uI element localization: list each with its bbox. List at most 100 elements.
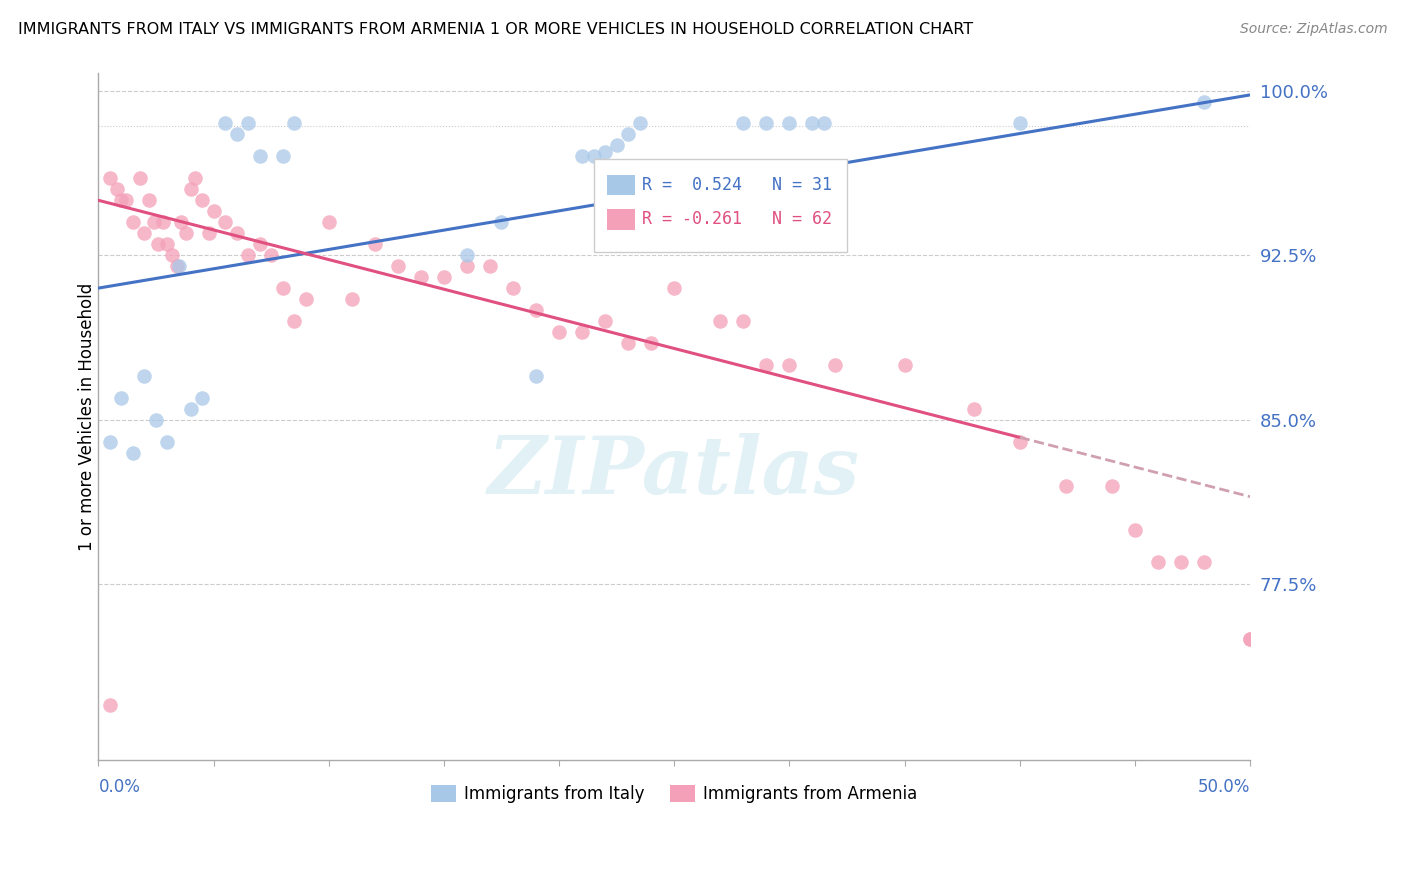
Point (98, 434, 121, 449)
Point (548, 325, 571, 339)
Point (502, 281, 524, 295)
Point (184, 171, 207, 186)
Point (110, 194, 132, 208)
Point (160, 248, 183, 262)
Point (1008, 116, 1031, 130)
Point (128, 171, 150, 186)
Point (145, 413, 167, 427)
Text: R =  0.524   N = 31: R = 0.524 N = 31 (643, 176, 832, 194)
Point (283, 116, 305, 130)
Point (249, 237, 271, 252)
Point (491, 215, 513, 229)
Point (640, 336, 662, 351)
Point (249, 149, 271, 163)
Text: 0.0%: 0.0% (98, 778, 141, 796)
Point (283, 314, 305, 328)
Point (778, 116, 800, 130)
Point (478, 259, 501, 273)
Point (122, 215, 145, 229)
Point (524, 368, 547, 383)
Text: 50.0%: 50.0% (1198, 778, 1250, 796)
Point (122, 446, 145, 460)
Point (1192, 95, 1215, 109)
Point (733, 116, 755, 130)
Point (110, 391, 132, 405)
Point (409, 270, 432, 285)
Point (1123, 523, 1146, 537)
Point (893, 358, 915, 372)
Point (387, 259, 409, 273)
Point (271, 149, 294, 163)
Point (152, 215, 174, 229)
Point (142, 215, 165, 229)
Point (134, 226, 156, 240)
Point (962, 401, 984, 416)
Point (166, 259, 188, 273)
Point (340, 292, 363, 306)
Point (156, 237, 179, 252)
Point (456, 248, 478, 262)
Point (134, 368, 156, 383)
Point (236, 248, 259, 262)
Point (813, 116, 835, 130)
Point (225, 226, 247, 240)
Point (170, 215, 193, 229)
Point (824, 358, 846, 372)
Point (179, 182, 201, 196)
Point (606, 138, 628, 153)
Point (214, 116, 236, 130)
FancyBboxPatch shape (607, 209, 636, 229)
FancyBboxPatch shape (593, 159, 846, 252)
Point (214, 215, 236, 229)
Point (191, 391, 214, 405)
Point (664, 281, 686, 295)
Point (1054, 478, 1077, 492)
Point (1239, 632, 1261, 647)
Legend: Immigrants from Italy, Immigrants from Armenia: Immigrants from Italy, Immigrants from A… (425, 779, 924, 810)
Point (318, 215, 340, 229)
Point (174, 226, 197, 240)
Point (364, 237, 387, 252)
Point (582, 149, 605, 163)
Point (225, 128, 247, 142)
Point (593, 314, 616, 328)
Point (1101, 478, 1123, 492)
Point (617, 128, 640, 142)
Point (571, 325, 593, 339)
Point (271, 281, 294, 295)
Point (456, 259, 478, 273)
Y-axis label: 1 or more Vehicles in Household: 1 or more Vehicles in Household (79, 283, 96, 550)
Point (98, 171, 121, 186)
Point (617, 336, 640, 351)
Point (167, 259, 190, 273)
Point (98, 698, 121, 713)
Point (1147, 556, 1170, 570)
Point (778, 358, 800, 372)
Point (593, 145, 616, 159)
Point (1008, 434, 1031, 449)
Point (202, 204, 225, 219)
Point (198, 226, 221, 240)
Point (733, 314, 755, 328)
Text: IMMIGRANTS FROM ITALY VS IMMIGRANTS FROM ARMENIA 1 OR MORE VEHICLES IN HOUSEHOLD: IMMIGRANTS FROM ITALY VS IMMIGRANTS FROM… (18, 22, 973, 37)
Point (105, 182, 128, 196)
Point (709, 314, 731, 328)
Point (801, 116, 824, 130)
Text: ZIPatlas: ZIPatlas (488, 433, 860, 510)
Point (755, 358, 778, 372)
Point (236, 116, 259, 130)
Point (148, 237, 170, 252)
Point (156, 434, 179, 449)
Point (1239, 632, 1261, 647)
Point (115, 194, 138, 208)
Point (571, 149, 593, 163)
Point (1170, 556, 1192, 570)
Point (191, 194, 214, 208)
Text: R = -0.261   N = 62: R = -0.261 N = 62 (643, 211, 832, 228)
FancyBboxPatch shape (607, 175, 636, 195)
Text: Source: ZipAtlas.com: Source: ZipAtlas.com (1240, 22, 1388, 37)
Point (755, 116, 778, 130)
Point (294, 292, 316, 306)
Point (138, 194, 160, 208)
Point (1192, 556, 1215, 570)
